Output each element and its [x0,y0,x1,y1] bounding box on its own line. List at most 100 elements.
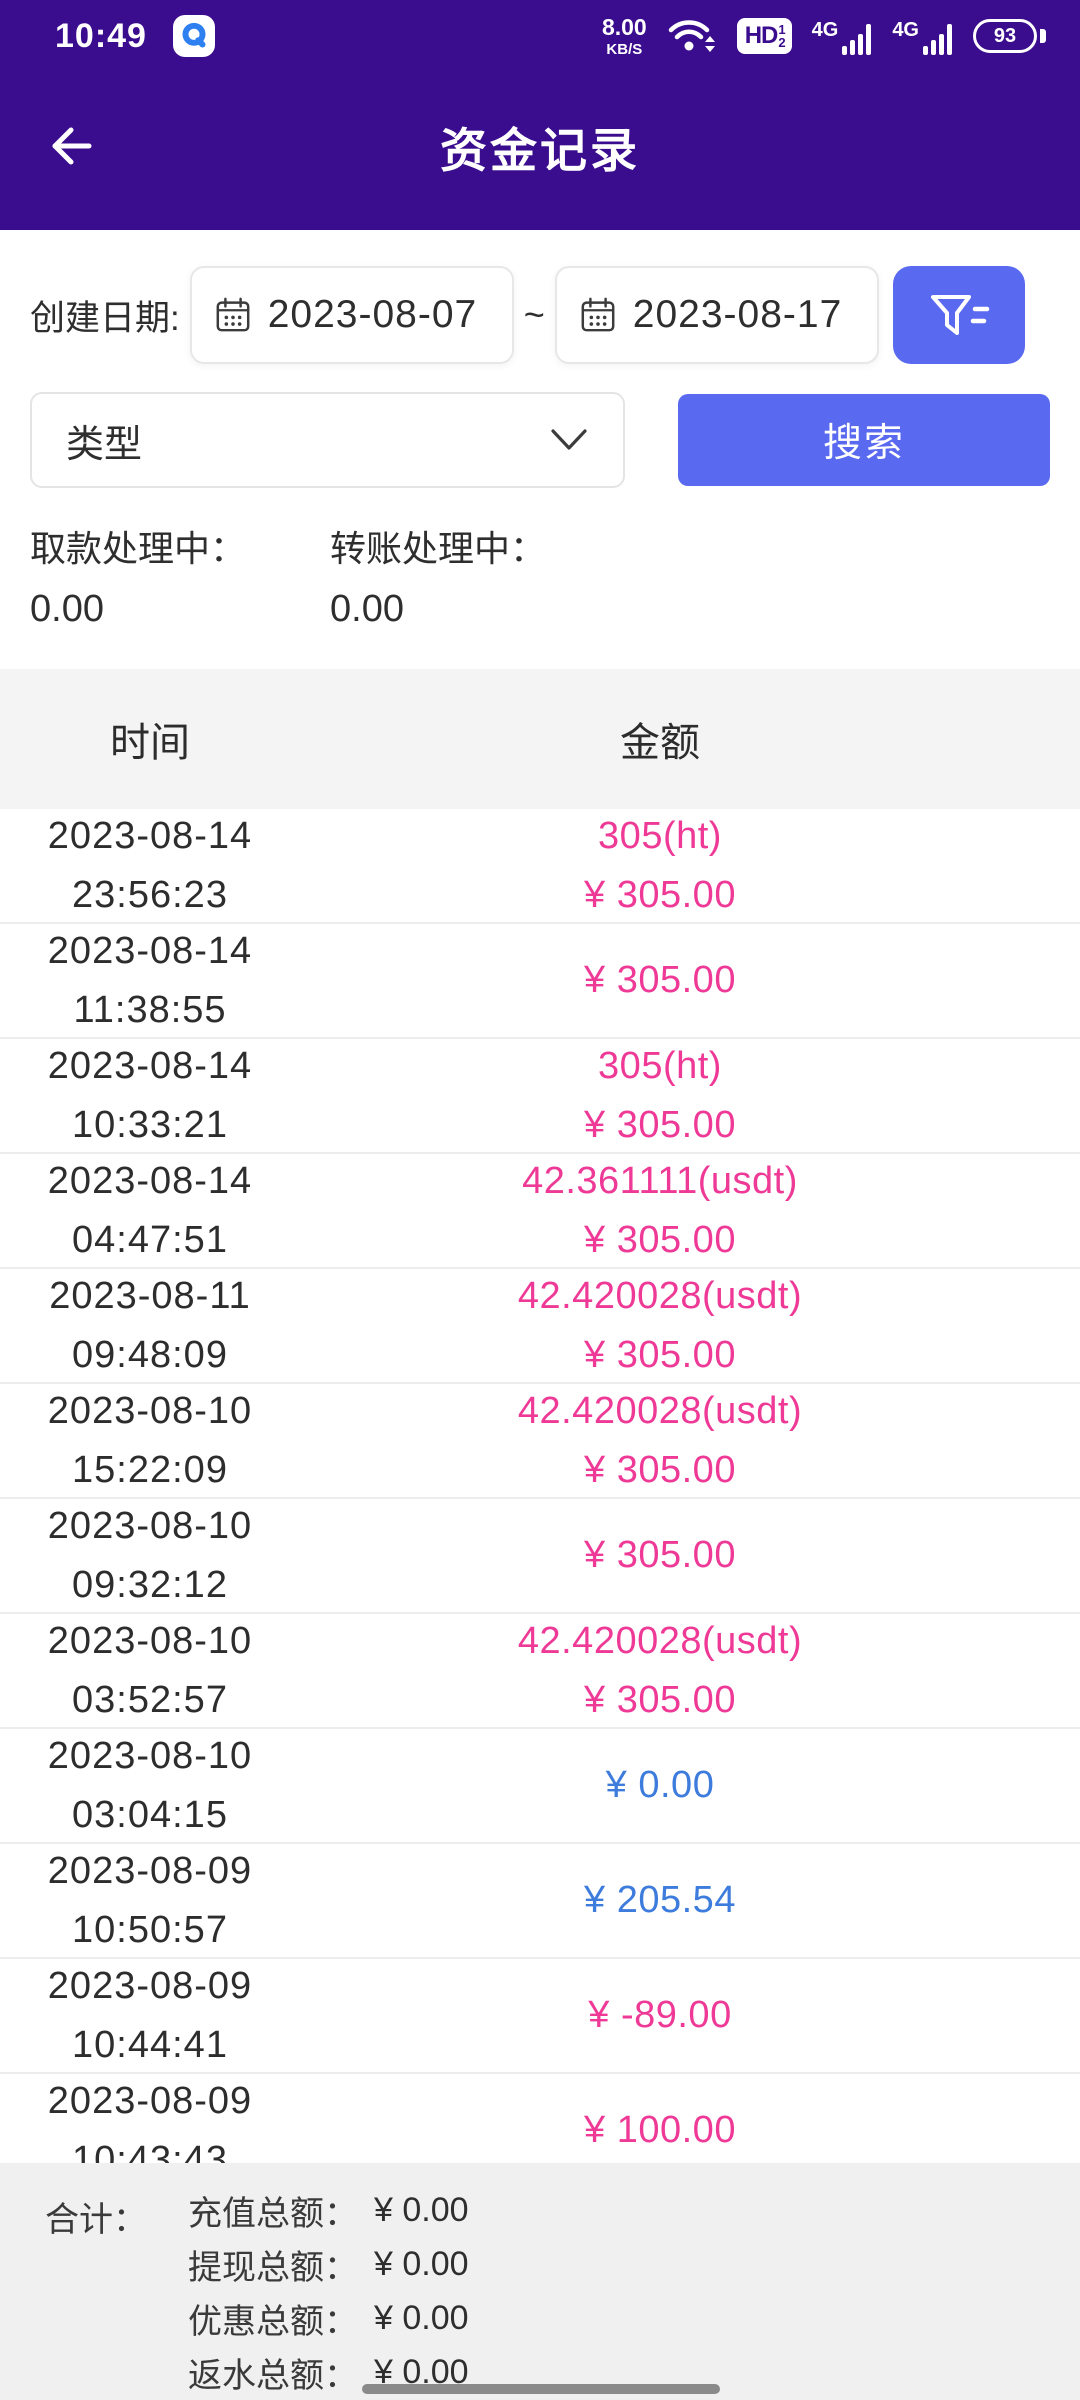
table-row[interactable]: 2023-08-14 04:47:51 42.361111(usdt) ¥ 30… [0,1154,1080,1269]
summary-item-value: ¥ 0.00 [374,2244,469,2283]
row-time-cell: 2023-08-10 03:52:57 [0,1620,300,1722]
row-date: 2023-08-10 [47,1504,253,1547]
page-title: 资金记录 [440,123,640,177]
row-amount-cell: ¥ 305.00 [300,1534,1020,1577]
date-range-label: 创建日期: [30,298,180,338]
row-amount: ¥ 205.54 [584,1879,736,1921]
date-from-value: 2023-08-07 [267,293,478,336]
top-block: 10:49 8.00 KB/S [0,0,1080,230]
summary-item-value: ¥ 0.00 [374,2190,469,2229]
row-date: 2023-08-10 [47,1734,253,1777]
type-dropdown[interactable]: 类型 [30,392,625,488]
summary-items: 充值总额： ¥ 0.00 提现总额： ¥ 0.00 优惠总额： ¥ 0.00 返… [188,2183,469,2400]
row-time: 10:33:21 [72,1103,228,1146]
row-time: 11:38:55 [73,988,227,1031]
status-icons: 8.00 KB/S HD 1 2 [601,13,1046,58]
row-amount: ¥ 305.00 [584,873,736,916]
row-time: 04:47:51 [72,1218,228,1261]
row-amount-note: 42.420028(usdt) [517,1389,803,1432]
row-date: 2023-08-11 [49,1274,251,1317]
row-amount: ¥ 305.00 [584,1448,736,1491]
row-amount: ¥ -89.00 [588,1994,732,2036]
filter-button[interactable] [892,266,1025,364]
calendar-icon [581,297,615,332]
row-amount-note: 42.420028(usdt) [517,1274,803,1317]
col-header-amount: 金额 [620,721,700,765]
search-button[interactable]: 搜索 [678,394,1050,486]
row-time: 09:32:12 [72,1563,228,1606]
horizontal-scrollbar[interactable] [362,2384,720,2394]
back-button[interactable] [40,115,102,177]
table-row[interactable]: 2023-08-14 11:38:55 ¥ 305.00 [0,924,1080,1039]
row-time-cell: 2023-08-14 11:38:55 [0,930,300,1032]
signal-sim2-icon: 4G [892,16,953,56]
processing-summary: 取款处理中： 0.00 转账处理中： 0.00 [0,488,1080,631]
totals-label: 合计： [45,2201,147,2239]
table-row[interactable]: 2023-08-14 23:56:23 305(ht) ¥ 305.00 [0,809,1080,924]
row-amount-note: 42.361111(usdt) [522,1159,798,1202]
summary-item: 提现总额： ¥ 0.00 [188,2237,469,2291]
row-amount-note: 305(ht) [598,814,722,857]
calendar-icon [216,297,250,332]
back-arrow-icon [52,127,92,165]
row-time-cell: 2023-08-10 03:04:15 [0,1735,300,1837]
row-amount-cell: 42.420028(usdt) ¥ 305.00 [300,1620,1020,1722]
funnel-filter-icon [930,295,990,335]
row-time-cell: 2023-08-10 09:32:12 [0,1505,300,1607]
summary-item-label: 优惠总额： [188,2303,358,2342]
row-date: 2023-08-09 [47,1849,253,1892]
row-date: 2023-08-14 [47,1159,253,1202]
row-time-cell: 2023-08-10 15:22:09 [0,1390,300,1492]
summary-item-label: 返水总额： [188,2357,358,2396]
row-amount-cell: 305(ht) ¥ 305.00 [300,815,1020,917]
table-header: 时间 金额 [0,669,1080,809]
transfer-processing: 转账处理中： 0.00 [330,520,546,631]
withdraw-processing-label: 取款处理中： [30,528,247,569]
filter-panel: 创建日期: 2023-08-07 ~ [0,230,1080,488]
row-time-cell: 2023-08-11 09:48:09 [0,1275,300,1377]
table-row[interactable]: 2023-08-09 10:44:41 ¥ -89.00 [0,1959,1080,2074]
transfer-processing-label: 转账处理中： [330,528,547,569]
row-time-cell: 2023-08-09 10:44:41 [0,1965,300,2067]
row-time: 10:50:57 [72,1908,228,1951]
row-amount-cell: ¥ 0.00 [300,1764,1020,1807]
row-time: 23:56:23 [72,873,228,916]
row-time: 10:44:41 [72,2023,228,2066]
row-date: 2023-08-09 [47,2079,253,2122]
row-amount-cell: 42.361111(usdt) ¥ 305.00 [300,1160,1020,1262]
totals-footer: 合计： 充值总额： ¥ 0.00 提现总额： ¥ 0.00 优惠总额： ¥ 0.… [0,2163,1080,2400]
summary-item: 优惠总额： ¥ 0.00 [188,2292,469,2346]
row-amount: ¥ 305.00 [584,959,736,1001]
notification-app-icon [172,15,215,57]
col-header-time: 时间 [110,721,190,765]
row-amount-cell: ¥ 100.00 [300,2109,1020,2152]
network-speed: 8.00 KB/S [601,13,647,58]
row-amount-cell: ¥ 305.00 [300,959,1020,1002]
table-row[interactable]: 2023-08-11 09:48:09 42.420028(usdt) ¥ 30… [0,1269,1080,1384]
table-row[interactable]: 2023-08-10 15:22:09 42.420028(usdt) ¥ 30… [0,1384,1080,1499]
date-to-input[interactable]: 2023-08-17 [554,266,879,364]
withdraw-processing: 取款处理中： 0.00 [30,520,330,631]
table-body: 2023-08-14 23:56:23 305(ht) ¥ 305.00 202… [0,809,1080,2189]
table-row[interactable]: 2023-08-09 10:50:57 ¥ 205.54 [0,1844,1080,1959]
row-time-cell: 2023-08-14 10:33:21 [0,1045,300,1147]
date-from-input[interactable]: 2023-08-07 [189,266,514,364]
summary-item-label: 提现总额： [188,2248,358,2287]
row-amount: ¥ 305.00 [584,1333,736,1376]
table-row[interactable]: 2023-08-10 09:32:12 ¥ 305.00 [0,1499,1080,1614]
row-amount-note: 305(ht) [598,1044,722,1087]
table-row[interactable]: 2023-08-10 03:04:15 ¥ 0.00 [0,1729,1080,1844]
table-row[interactable]: 2023-08-14 10:33:21 305(ht) ¥ 305.00 [0,1039,1080,1154]
row-amount-cell: ¥ -89.00 [300,1994,1020,2037]
row-amount: ¥ 305.00 [584,1534,736,1576]
summary-item-label: 充值总额： [188,2194,358,2233]
row-time: 15:22:09 [72,1448,228,1491]
q-logo-icon [182,22,206,48]
table-row[interactable]: 2023-08-10 03:52:57 42.420028(usdt) ¥ 30… [0,1614,1080,1729]
type-filter-row: 类型 搜索 [30,392,1050,488]
row-date: 2023-08-14 [47,1044,253,1087]
date-to-value: 2023-08-17 [632,293,843,336]
records-table: 时间 金额 2023-08-14 23:56:23 305(ht) ¥ 305.… [0,669,1080,2189]
row-amount-cell: 42.420028(usdt) ¥ 305.00 [300,1390,1020,1492]
